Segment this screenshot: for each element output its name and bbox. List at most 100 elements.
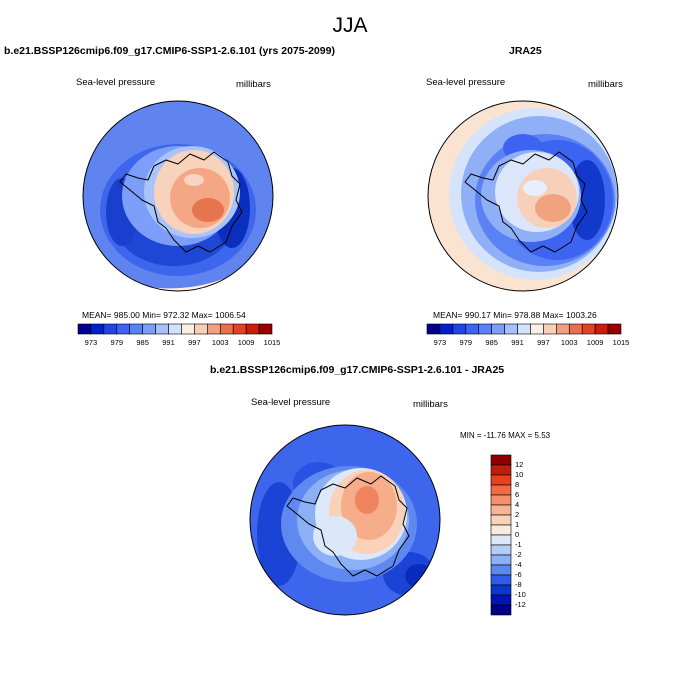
colorbar-swatch <box>155 323 169 335</box>
panel2-map <box>427 100 619 292</box>
colorbar-tick-label: 985 <box>136 338 149 347</box>
colorbar-swatch <box>490 574 512 586</box>
colorbar-tick-label: 979 <box>110 338 124 347</box>
colorbar-swatch <box>491 323 505 335</box>
panel1-field-label: Sea-level pressure <box>76 77 156 88</box>
colorbar-swatch <box>490 464 512 476</box>
colorbar-tick-label: 10 <box>515 470 524 479</box>
colorbar-swatch <box>490 484 512 496</box>
colorbar-tick-label: 1009 <box>237 338 255 347</box>
colorbar-swatch <box>490 454 512 466</box>
colorbar-swatch <box>452 323 467 335</box>
map-boundary <box>82 100 274 292</box>
colorbar-swatches <box>77 323 273 335</box>
colorbar-tick-label: 4 <box>515 500 520 509</box>
colorbar-swatch <box>181 323 195 335</box>
colorbar-tick-label: -4 <box>515 560 522 569</box>
contour-fill <box>428 101 618 291</box>
panel3-colorbar: 12 10 8 6 4 2 1 0 -1 -2 -4 -6 -8 -10 -12 <box>490 454 541 616</box>
colorbar-tick-label: -6 <box>515 570 522 579</box>
panel2-field-label: Sea-level pressure <box>426 77 506 88</box>
colorbar-swatch <box>465 323 480 335</box>
map-boundary <box>427 100 619 292</box>
colorbar-tick-label: 991 <box>511 338 524 347</box>
colorbar-swatch <box>207 323 221 335</box>
colorbar-swatch <box>77 323 92 335</box>
panel1-units-label: millibars <box>236 79 271 90</box>
colorbar-swatch <box>194 323 208 335</box>
colorbar-swatch <box>232 323 247 335</box>
panel3-title: b.e21.BSSP126cmip6.f09_g17.CMIP6-SSP1-2.… <box>210 364 505 376</box>
colorbar-tick-label: 0 <box>515 530 520 539</box>
colorbar-swatch <box>504 323 518 335</box>
antarctica-coastline <box>119 151 243 253</box>
colorbar-swatch <box>607 323 622 335</box>
contour-fill <box>250 425 440 615</box>
colorbar-swatch <box>490 604 512 616</box>
figure-title: JJA <box>332 14 368 37</box>
colorbar-tick-label: 973 <box>84 338 98 347</box>
panel3-map <box>249 424 441 616</box>
colorbar-tick-label: -10 <box>515 590 526 599</box>
colorbar-swatch <box>478 323 492 335</box>
panel2-title: JRA25 <box>509 45 542 57</box>
colorbar-swatch <box>490 544 512 556</box>
colorbar-tick-label: 1009 <box>586 338 604 347</box>
panel1-map <box>82 100 274 292</box>
colorbar-swatch <box>543 323 557 335</box>
colorbar-swatch <box>439 323 454 335</box>
contour-fill <box>83 101 273 291</box>
colorbar-swatch <box>581 323 596 335</box>
colorbar-swatch <box>426 323 441 335</box>
colorbar-swatch <box>490 514 512 526</box>
colorbar-swatch <box>116 323 131 335</box>
colorbar-tick-label: 997 <box>537 338 550 347</box>
colorbar-tick-label: -8 <box>515 580 522 589</box>
panel1-stats: MEAN= 985.00 Min= 972.32 Max= 1006.54 <box>82 310 246 320</box>
map-boundary <box>249 424 441 616</box>
colorbar-swatch <box>219 323 234 335</box>
panel2-colorbar: 973 979 985 991 997 1003 1009 1015 <box>426 323 629 350</box>
colorbar-swatch <box>490 524 512 536</box>
colorbar-swatch <box>490 584 512 596</box>
panel3-field-label: Sea-level pressure <box>251 397 331 408</box>
colorbar-tick-label: 991 <box>162 338 175 347</box>
colorbar-tick-label: -12 <box>515 600 526 609</box>
colorbar-swatch <box>530 323 544 335</box>
colorbar-tick-label: -1 <box>515 540 522 549</box>
antarctica-coastline <box>286 475 410 577</box>
panel1-colorbar: 973 979 985 991 997 1003 1009 1015 <box>77 323 280 350</box>
colorbar-swatch <box>490 534 512 546</box>
colorbar-swatches <box>426 323 622 335</box>
colorbar-swatch <box>594 323 609 335</box>
colorbar-swatch <box>168 323 182 335</box>
colorbar-swatch <box>490 474 512 486</box>
antarctica-coastline <box>464 151 588 253</box>
colorbar-swatch <box>490 594 512 606</box>
colorbar-swatch <box>245 323 260 335</box>
colorbar-swatch <box>129 323 143 335</box>
panel1-title: b.e21.BSSP126cmip6.f09_g17.CMIP6-SSP1-2.… <box>4 45 335 57</box>
colorbar-swatches <box>490 454 512 616</box>
panel3-units-label: millibars <box>413 399 448 410</box>
colorbar-tick-label: 1015 <box>612 338 630 347</box>
colorbar-swatch <box>490 504 512 516</box>
panel3-stats: MIN = -11.76 MAX = 5.53 <box>460 431 551 440</box>
colorbar-tick-label: 1015 <box>263 338 281 347</box>
colorbar-tick-label: 2 <box>515 510 520 519</box>
colorbar-swatch <box>568 323 583 335</box>
colorbar-swatch <box>90 323 105 335</box>
colorbar-tick-label: 1003 <box>211 338 229 347</box>
colorbar-swatch <box>517 323 531 335</box>
colorbar-tick-label: 12 <box>515 460 524 469</box>
colorbar-tick-label: 6 <box>515 490 520 499</box>
colorbar-tick-label: 1003 <box>560 338 578 347</box>
colorbar-tick-label: 973 <box>433 338 447 347</box>
colorbar-swatch <box>490 554 512 566</box>
colorbar-tick-label: 985 <box>485 338 498 347</box>
colorbar-tick-label: -2 <box>515 550 522 559</box>
colorbar-swatch <box>142 323 156 335</box>
colorbar-swatch <box>490 494 512 506</box>
panel2-units-label: millibars <box>588 79 623 90</box>
colorbar-swatch <box>490 564 512 576</box>
